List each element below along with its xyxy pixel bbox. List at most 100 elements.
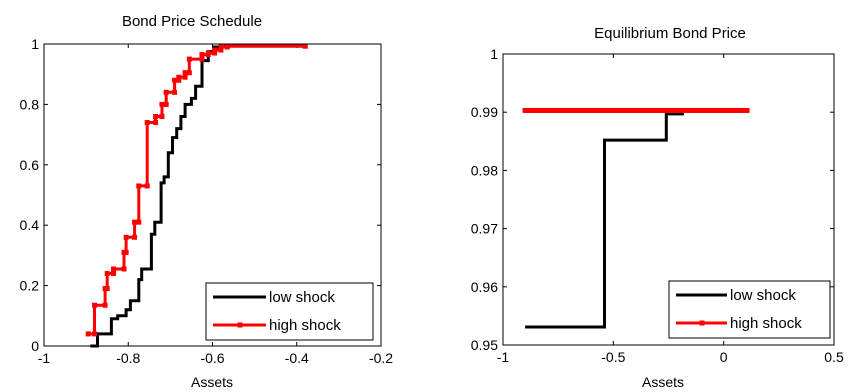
series-marker-high-shock [567,107,573,113]
legend-marker-high-shock [237,322,243,328]
series-marker-high-shock [720,107,726,113]
series-marker-high-shock [585,107,591,113]
x-tick-label: -0.4 [285,350,309,366]
series-marker-high-shock [186,56,192,62]
series-marker-high-shock [729,107,735,113]
chart-title: Equilibrium Bond Price [594,25,746,42]
series-marker-high-shock [675,107,681,113]
series-marker-high-shock [546,107,552,113]
series-marker-high-shock [528,107,534,113]
series-marker-high-shock [603,107,609,113]
chart-title: Bond Price Schedule [122,13,262,30]
series-marker-high-shock [714,107,720,113]
series-marker-high-shock [104,271,110,277]
y-tick-label: 1 [490,46,498,62]
series-marker-high-shock [735,107,741,113]
series-marker-high-shock [132,219,138,225]
series-marker-high-shock [540,107,546,113]
y-tick-label: 0.95 [471,337,498,353]
series-marker-high-shock [636,107,642,113]
series-marker-high-shock [684,107,690,113]
series-marker-high-shock [678,107,684,113]
series-marker-high-shock [172,77,178,83]
series-marker-high-shock [696,107,702,113]
series-line-low-shock [90,44,306,348]
series-marker-high-shock [708,107,714,113]
series-marker-high-shock [600,107,606,113]
chart-bond-price-schedule: Bond Price Schedule -1 -0.8 -0.6 -0.4 -0.2 0 0… [20,13,394,390]
series-marker-high-shock [612,107,618,113]
legend-label-high-shock: high shock [730,315,802,332]
y-tick-label: 0.96 [471,279,498,295]
x-axis-label: Assets [642,374,684,390]
series-line-low-shock [525,112,684,329]
y-tick-label: 0.4 [20,217,40,233]
series-marker-high-shock [111,266,117,272]
series-marker-high-shock [594,107,600,113]
series-marker-high-shock [564,107,570,113]
series-marker-high-shock [159,113,165,119]
series-marker-high-shock [699,107,705,113]
series-marker-high-shock [534,107,540,113]
series-marker-high-shock [726,107,732,113]
series-marker-high-shock [648,107,654,113]
series-marker-high-shock [615,107,621,113]
series-marker-high-shock [111,271,117,277]
chart-equilibrium-bond-price: Equilibrium Bond Price -1 -0.5 0 0.5 0.95 0.9… [471,25,844,390]
series-marker-high-shock [218,44,224,50]
series-marker-high-shock [591,107,597,113]
series-marker-high-shock [642,107,648,113]
legend-box [668,280,831,339]
x-axis-label: Assets [191,374,233,390]
series-marker-high-shock [302,43,308,49]
series-marker-high-shock [144,120,150,126]
series-marker-high-shock [543,107,549,113]
y-tick-label: 0.98 [471,162,498,178]
series-marker-high-shock [199,52,205,58]
x-tick-label: -0.5 [601,349,625,365]
legend-label-low-shock: low shock [730,287,796,304]
series-marker-high-shock [582,107,588,113]
series-marker-high-shock [205,50,211,56]
series-marker-high-shock [741,107,747,113]
series-marker-high-shock [744,107,750,113]
series-marker-high-shock [573,107,579,113]
series-marker-high-shock [627,107,633,113]
y-tick-label: 1 [31,36,39,52]
series-marker-high-shock [639,107,645,113]
series-marker-high-shock [570,107,576,113]
series-marker-high-shock [669,107,675,113]
series-marker-high-shock [654,107,660,113]
plot-series [85,43,308,348]
legend-label-high-shock: high shock [269,317,341,334]
axis-ticks: -1 -0.5 0 0.5 0.95 0.96 0.97 0.98 0.99 1 [471,46,844,365]
series-marker-high-shock [621,107,627,113]
series-marker-high-shock [609,107,615,113]
legend: low shock high shock [205,282,374,341]
series-marker-high-shock [552,107,558,113]
x-tick-label: -0.2 [369,350,393,366]
series-marker-high-shock [681,107,687,113]
series-marker-high-shock [153,120,159,126]
series-marker-high-shock [711,107,717,113]
y-tick-label: 0.97 [471,221,498,237]
series-marker-high-shock [172,89,178,95]
x-tick-label: -1 [38,350,51,366]
series-marker-high-shock [555,107,561,113]
series-marker-high-shock [186,70,192,76]
series-marker-high-shock [618,107,624,113]
x-tick-label: 0 [720,349,728,365]
series-marker-high-shock [630,107,636,113]
series-marker-high-shock [123,249,129,255]
series-marker-high-shock [92,331,98,337]
series-marker-high-shock [153,113,159,119]
series-marker-high-shock [163,101,169,107]
series-marker-high-shock [136,183,142,189]
y-tick-label: 0.99 [471,104,498,120]
series-marker-high-shock [176,74,182,80]
series-marker-high-shock [597,107,603,113]
series-marker-high-shock [102,302,108,308]
y-tick-label: 0.6 [20,157,40,173]
series-marker-high-shock [104,286,110,292]
